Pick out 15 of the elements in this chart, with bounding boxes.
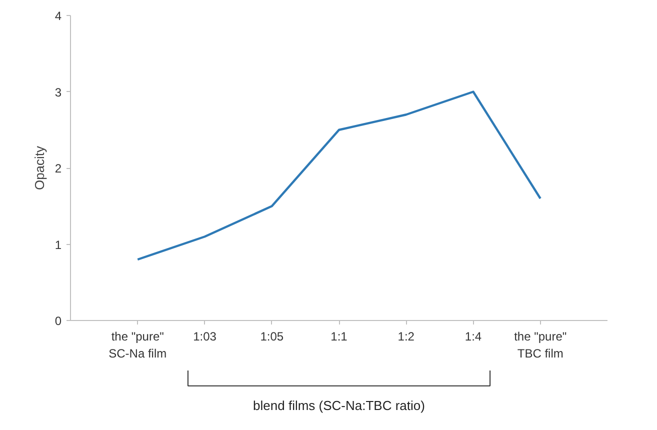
y-tick-label: 0 xyxy=(54,314,62,328)
y-tick-label: 3 xyxy=(54,85,62,100)
x-tick-label: 1:4 xyxy=(464,330,482,344)
line-series xyxy=(136,90,542,261)
x-tick-label: the "pure" SC-Na film xyxy=(108,330,167,360)
x-tick-label: the "pure" TBC film xyxy=(514,330,567,360)
x-tick-label: 1:05 xyxy=(260,330,284,344)
x-tick-label: 1:1 xyxy=(330,330,348,344)
y-tick-label: 1 xyxy=(54,238,62,252)
x-tick-label: 1:03 xyxy=(193,330,217,344)
text: blend films (SC-Na:TBC ratio) xyxy=(253,398,425,413)
y-tick-label: 2 xyxy=(54,162,62,176)
y-axis-title: Opacity xyxy=(32,145,47,190)
y-tick-label: 4 xyxy=(54,9,62,23)
x-tick-label: 1:2 xyxy=(398,330,415,344)
